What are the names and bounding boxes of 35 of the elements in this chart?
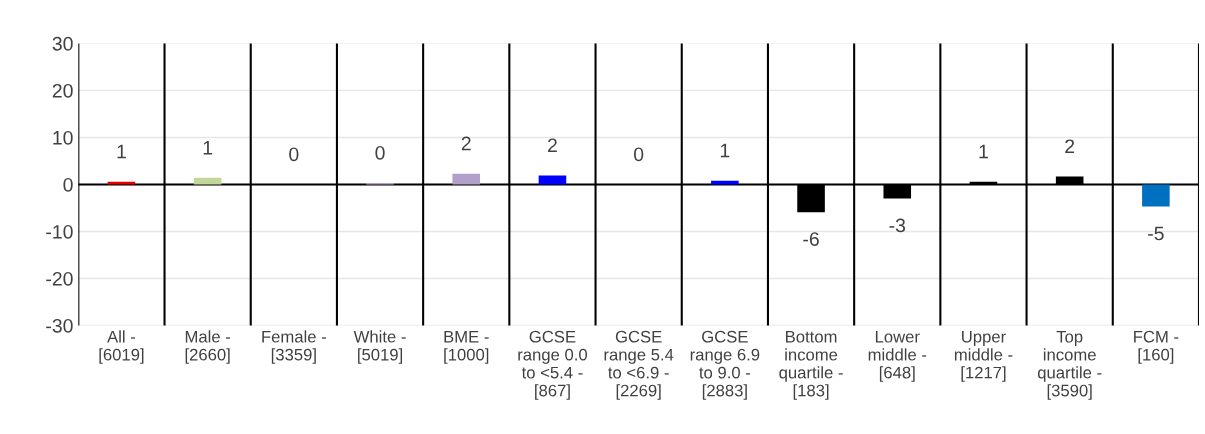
data-label: 1: [720, 143, 730, 158]
data-label: 0: [634, 147, 644, 162]
y-tick-label: 0: [63, 177, 73, 192]
y-tick-label: 30: [52, 36, 73, 51]
x-tick-label: Bottom income quartile - [183]: [779, 330, 843, 400]
data-label: 1: [979, 144, 988, 159]
data-label: 1: [203, 141, 213, 155]
data-label: 0: [375, 145, 385, 160]
x-tick-label: Lower middle - [648]: [868, 330, 927, 382]
x-tick-label: BME - [1000]: [444, 330, 489, 364]
x-tick-label: GCSE range 6.9 to 9.0 - [2883]: [690, 330, 760, 400]
bar: [1142, 184, 1170, 207]
y-tick-label: -20: [46, 271, 73, 286]
x-tick-label: GCSE range 5.4 to <6.9 - [2269]: [604, 330, 674, 400]
data-label: 0: [289, 147, 299, 162]
x-tick-label: Male - [2660]: [185, 330, 231, 364]
data-label: -3: [889, 218, 906, 233]
x-tick-label: All - [6019]: [99, 330, 144, 364]
data-label: 2: [1065, 139, 1075, 153]
x-tick-label: Upper middle - [1217]: [954, 330, 1013, 382]
y-tick-label: 20: [52, 83, 73, 98]
data-label: -5: [1148, 226, 1164, 241]
bar: [452, 173, 481, 185]
y-tick-label: 10: [53, 130, 73, 145]
y-tick-label: -30: [46, 318, 73, 333]
x-tick-label: Top income quartile - [3590]: [1037, 330, 1102, 400]
x-tick-label: White - [5019]: [353, 330, 406, 364]
data-label: -6: [803, 232, 819, 246]
x-tick-label: Female - [3359]: [262, 330, 326, 364]
data-label: 2: [548, 138, 557, 153]
data-label: 2: [461, 136, 471, 151]
x-tick-label: GCSE range 0.0 to <5.4 - [867]: [518, 330, 588, 400]
data-label: 1: [117, 144, 126, 159]
y-tick-label: -10: [46, 224, 73, 239]
x-tick-label: FCM - [160]: [1134, 330, 1179, 364]
